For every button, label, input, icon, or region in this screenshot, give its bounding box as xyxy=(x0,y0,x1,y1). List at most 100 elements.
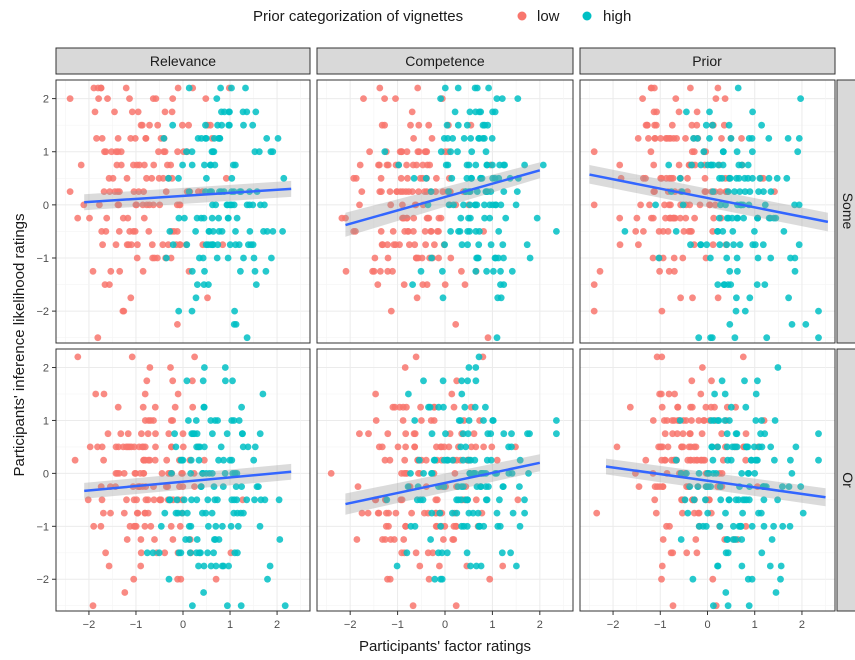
point-low xyxy=(693,549,701,557)
point-low xyxy=(418,254,426,262)
point-low xyxy=(179,121,186,129)
point-low xyxy=(381,95,388,102)
point-high xyxy=(224,201,231,209)
point-high xyxy=(268,254,275,262)
point-low xyxy=(451,470,459,477)
point-high xyxy=(553,430,560,438)
point-high xyxy=(192,294,200,302)
point-low xyxy=(177,575,185,583)
point-low xyxy=(616,161,624,169)
point-low xyxy=(146,364,154,371)
point-low xyxy=(150,417,157,424)
x-tick-label: −1 xyxy=(130,619,143,631)
point-low xyxy=(378,443,386,451)
point-high xyxy=(212,536,219,543)
point-high xyxy=(199,470,207,477)
point-low xyxy=(131,470,139,477)
point-low xyxy=(668,417,676,424)
point-low xyxy=(156,201,164,209)
point-high xyxy=(498,95,506,102)
point-high xyxy=(217,84,225,92)
point-high xyxy=(219,483,227,490)
point-low xyxy=(107,509,114,517)
point-low xyxy=(400,536,408,543)
point-high xyxy=(489,174,497,182)
point-low xyxy=(112,241,120,249)
point-low xyxy=(415,188,422,196)
point-low xyxy=(134,108,142,116)
point-low xyxy=(428,135,436,142)
point-high xyxy=(466,201,474,209)
point-high xyxy=(276,536,284,543)
point-low xyxy=(120,470,128,477)
point-low xyxy=(150,201,157,209)
point-high xyxy=(404,483,412,490)
point-high xyxy=(683,470,690,477)
point-low xyxy=(120,509,128,517)
point-low xyxy=(667,174,675,182)
point-high xyxy=(200,214,208,222)
point-high xyxy=(251,148,259,156)
point-low xyxy=(179,443,187,451)
point-high xyxy=(488,135,496,142)
point-high xyxy=(707,161,715,169)
point-high xyxy=(448,174,456,182)
point-low xyxy=(669,430,676,438)
point-high xyxy=(244,443,252,451)
point-low xyxy=(642,456,650,464)
point-high xyxy=(500,430,508,438)
point-high xyxy=(689,575,697,583)
point-low xyxy=(174,321,181,328)
point-high xyxy=(437,148,445,156)
point-low xyxy=(159,241,167,249)
point-high xyxy=(221,364,229,371)
point-low xyxy=(616,241,624,249)
point-low xyxy=(394,443,402,451)
point-high xyxy=(449,509,456,517)
point-high xyxy=(755,509,762,517)
point-low xyxy=(642,121,650,129)
point-low xyxy=(684,174,691,182)
point-high xyxy=(707,417,715,424)
point-low xyxy=(414,148,422,156)
point-high xyxy=(468,148,476,156)
point-high xyxy=(274,135,282,142)
point-low xyxy=(742,456,750,464)
point-low xyxy=(669,602,677,610)
point-high xyxy=(724,602,732,610)
point-high xyxy=(495,174,503,182)
point-high xyxy=(427,536,434,543)
point-low xyxy=(657,135,664,142)
point-low xyxy=(200,456,208,464)
point-low xyxy=(435,254,442,262)
point-high xyxy=(439,267,446,275)
point-low xyxy=(352,228,359,235)
trend-line xyxy=(589,173,829,224)
trend-line xyxy=(345,169,541,227)
point-high xyxy=(187,470,195,477)
point-low xyxy=(141,509,149,517)
point-high xyxy=(687,241,694,249)
point-high xyxy=(179,161,187,169)
point-low xyxy=(693,121,701,129)
point-low xyxy=(398,549,406,557)
strip-relevance xyxy=(55,47,311,75)
point-low xyxy=(645,135,652,142)
point-high xyxy=(415,456,423,464)
point-high xyxy=(748,522,756,530)
point-high xyxy=(161,509,169,517)
point-low xyxy=(652,121,660,129)
point-high xyxy=(210,135,218,142)
point-high xyxy=(736,188,744,196)
point-high xyxy=(745,470,753,477)
point-high xyxy=(758,549,766,557)
point-low xyxy=(105,562,113,570)
point-low xyxy=(155,148,162,156)
point-low xyxy=(372,390,379,398)
point-low xyxy=(400,281,408,288)
point-high xyxy=(533,214,541,222)
point-high xyxy=(251,267,259,275)
point-low xyxy=(414,84,422,92)
point-high xyxy=(688,161,695,169)
point-low xyxy=(437,443,444,451)
